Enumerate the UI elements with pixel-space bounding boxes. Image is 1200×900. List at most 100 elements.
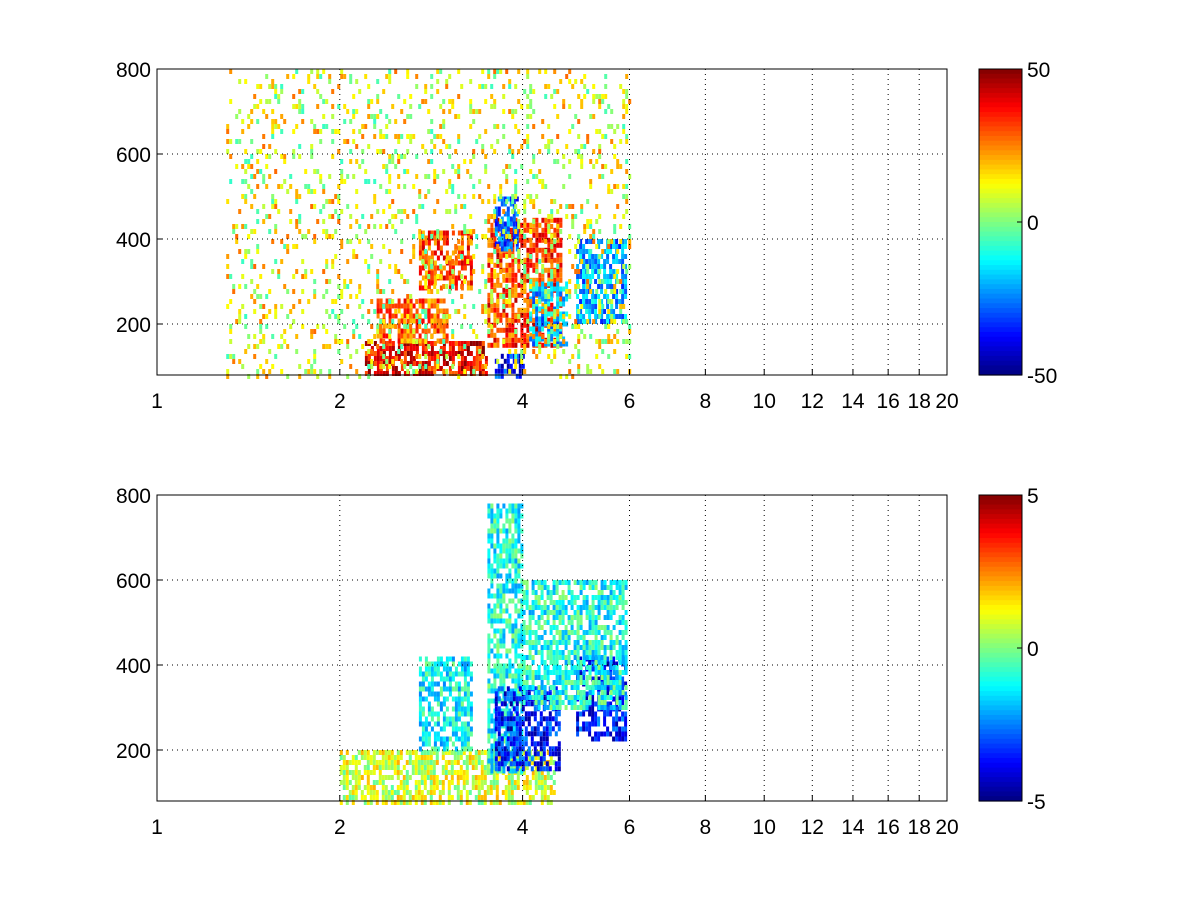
heatmap-cell xyxy=(520,583,524,589)
heatmap-cell xyxy=(430,356,434,361)
heatmap-cell xyxy=(543,630,547,635)
heatmap-cell xyxy=(542,696,546,702)
heatmap-cell xyxy=(307,299,311,304)
heatmap-cell xyxy=(262,219,266,224)
heatmap-cell xyxy=(445,250,449,256)
heatmap-cell xyxy=(610,124,614,129)
heatmap-cell xyxy=(480,785,484,790)
heatmap-cell xyxy=(604,94,608,99)
heatmap-cell xyxy=(487,643,491,649)
heatmap-cell xyxy=(385,323,389,329)
heatmap-cell xyxy=(523,269,527,274)
heatmap-cell xyxy=(280,89,284,94)
heatmap-cell xyxy=(403,364,407,369)
heatmap-cell xyxy=(460,84,464,89)
heatmap-cell xyxy=(463,279,467,284)
heatmap-cell xyxy=(390,775,394,780)
heatmap-cell xyxy=(480,760,484,765)
heatmap-cell xyxy=(397,184,401,189)
heatmap-cell xyxy=(343,139,347,144)
heatmap-cell xyxy=(503,221,507,227)
heatmap-cell xyxy=(517,257,521,263)
heatmap-cell xyxy=(397,134,401,139)
heatmap-cell xyxy=(451,184,455,189)
heatmap-cell xyxy=(439,676,443,682)
heatmap-cell xyxy=(536,721,540,727)
heatmap-cell xyxy=(250,259,254,264)
heatmap-cell xyxy=(493,149,497,154)
heatmap-cell xyxy=(540,775,544,780)
heatmap-cell xyxy=(439,661,443,667)
heatmap-cell xyxy=(529,336,533,342)
heatmap-cell xyxy=(346,259,350,264)
heatmap-cell xyxy=(594,731,598,737)
heatmap-cell xyxy=(366,800,370,805)
heatmap-cell xyxy=(543,640,547,645)
heatmap-cell xyxy=(436,671,440,677)
heatmap-cell xyxy=(505,254,509,259)
heatmap-cell xyxy=(466,696,470,702)
heatmap-cell xyxy=(433,721,437,727)
heatmap-cell xyxy=(414,800,418,805)
heatmap-cell xyxy=(494,368,498,374)
heatmap-cell xyxy=(450,775,454,780)
heatmap-cell xyxy=(515,358,519,364)
heatmap-cell xyxy=(509,741,513,747)
heatmap-cell xyxy=(247,114,251,119)
heatmap-cell xyxy=(456,790,460,795)
heatmap-cell xyxy=(523,234,527,239)
heatmap-cell xyxy=(433,666,437,672)
heatmap-cell xyxy=(256,219,260,224)
heatmap-cell xyxy=(576,304,580,309)
heatmap-cell xyxy=(480,765,484,770)
heatmap-cell xyxy=(509,721,513,727)
heatmap-cell xyxy=(553,286,557,292)
heatmap-cell xyxy=(543,610,547,615)
heatmap-cell xyxy=(436,69,440,74)
heatmap-cell xyxy=(487,237,491,243)
heatmap-cell xyxy=(379,129,383,134)
heatmap-cell xyxy=(543,705,547,710)
heatmap-cell xyxy=(406,333,410,339)
heatmap-cell xyxy=(520,307,524,313)
heatmap-cell xyxy=(586,364,590,369)
heatmap-cell xyxy=(244,324,248,329)
heatmap-cell xyxy=(364,341,368,346)
heatmap-cell xyxy=(507,790,511,795)
heatmap-cell xyxy=(454,666,458,672)
heatmap-cell xyxy=(355,369,359,374)
heatmap-cell xyxy=(442,676,446,682)
heatmap-cell xyxy=(352,174,356,179)
heatmap-cell xyxy=(511,533,515,539)
heatmap-cell xyxy=(505,653,509,659)
heatmap-cell xyxy=(316,74,320,79)
heatmap-cell xyxy=(463,341,467,346)
heatmap-cell xyxy=(517,337,521,343)
heatmap-cell xyxy=(493,332,497,338)
y-tick-label: 400 xyxy=(116,229,151,252)
heatmap-cell xyxy=(409,259,413,264)
heatmap-cell xyxy=(564,705,568,710)
heatmap-cell xyxy=(454,209,458,214)
heatmap-cell xyxy=(370,114,374,119)
heatmap-cell xyxy=(550,269,554,274)
heatmap-cell xyxy=(477,795,481,800)
heatmap-cell xyxy=(430,149,434,154)
heatmap-cell xyxy=(514,184,518,189)
heatmap-cell xyxy=(421,371,425,376)
heatmap-cell xyxy=(554,766,558,772)
heatmap-cell xyxy=(543,780,547,785)
heatmap-cell xyxy=(576,731,580,737)
heatmap-cell xyxy=(588,264,592,269)
heatmap-cell xyxy=(226,274,230,279)
heatmap-cell xyxy=(547,84,551,89)
heatmap-cell xyxy=(421,240,425,246)
heatmap-cell xyxy=(565,74,569,79)
heatmap-cell xyxy=(385,114,389,119)
heatmap-cell xyxy=(334,339,338,344)
heatmap-cell xyxy=(313,239,317,244)
heatmap-cell xyxy=(557,751,561,757)
heatmap-cell xyxy=(433,284,437,289)
heatmap-cell xyxy=(457,69,461,74)
heatmap-cell xyxy=(357,750,361,755)
